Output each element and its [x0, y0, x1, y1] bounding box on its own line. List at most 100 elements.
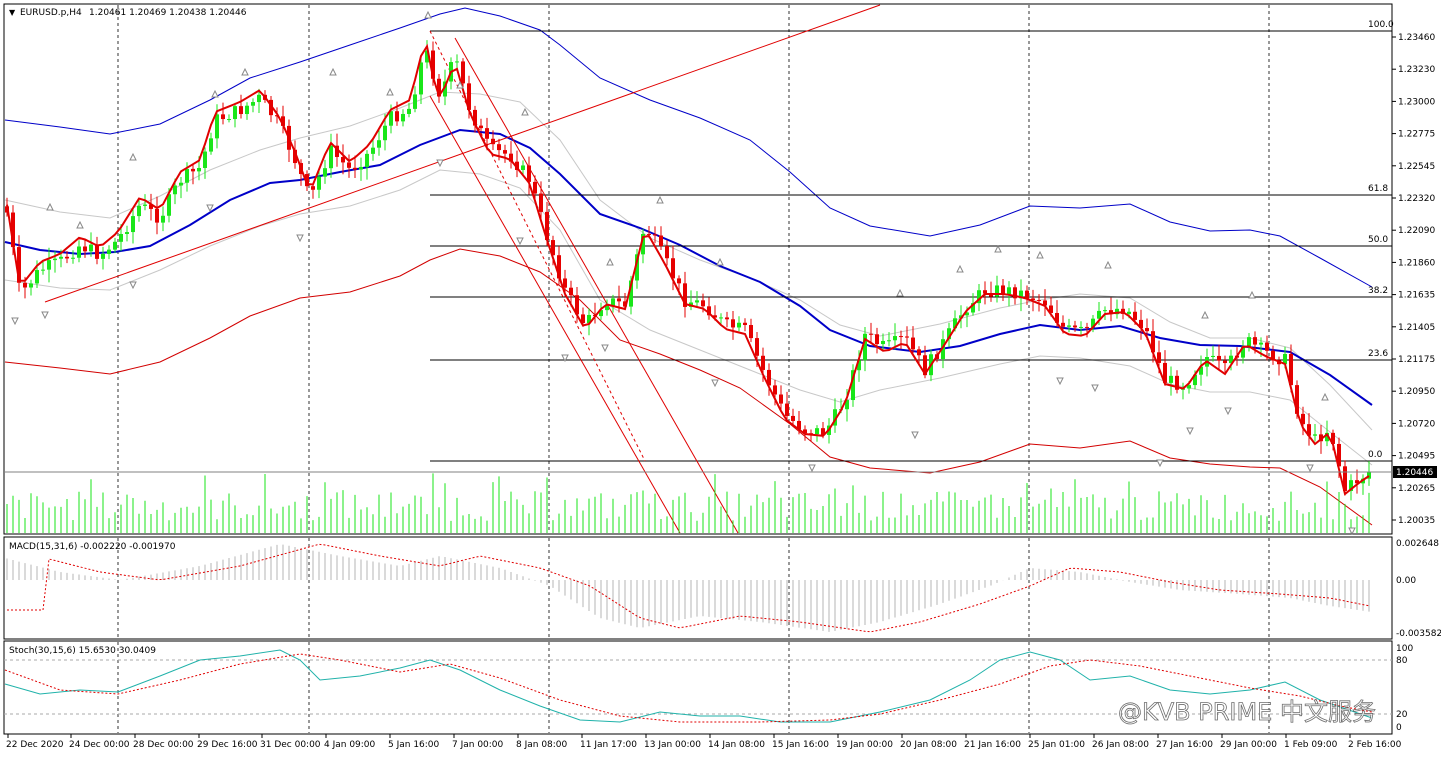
- candle-body: [239, 106, 243, 115]
- candle-body: [857, 360, 861, 371]
- candle-body: [1325, 432, 1329, 442]
- fractal-up-icon: [656, 195, 664, 204]
- candle-body: [419, 62, 423, 95]
- candle-body: [197, 167, 201, 172]
- stoch-axis-100: 100: [1396, 644, 1413, 654]
- fractal-up-icon: [896, 288, 904, 297]
- time-label: 31 Dec 00:00: [260, 740, 321, 750]
- candle-body: [863, 333, 867, 361]
- candle-body: [341, 156, 345, 163]
- candle-body: [905, 336, 909, 338]
- price-label: 1.23230: [1398, 65, 1435, 75]
- candle-body: [983, 290, 987, 294]
- time-label: 29 Jan 00:00: [1220, 740, 1277, 750]
- fractal-up-icon: [241, 67, 249, 76]
- candle-body: [755, 338, 759, 356]
- candle-body: [1367, 472, 1371, 479]
- candle-body: [785, 403, 789, 416]
- dropdown-arrow-icon[interactable]: ▼: [9, 8, 16, 17]
- time-label: 20 Jan 08:00: [900, 740, 957, 750]
- candle-body: [605, 305, 609, 311]
- candle-body: [1007, 287, 1011, 295]
- candle-body: [1265, 342, 1269, 351]
- time-label: 22 Dec 2020: [6, 740, 64, 750]
- candle-body: [1283, 353, 1287, 365]
- candle-body: [89, 244, 93, 252]
- macd-signal-line: [7, 543, 1370, 633]
- candle-body: [623, 301, 627, 307]
- candle-body: [359, 166, 363, 170]
- candle-body: [1109, 310, 1113, 315]
- candle-body: [41, 269, 45, 271]
- candle-body: [413, 94, 417, 109]
- candle-body: [53, 258, 57, 261]
- candle-body: [1289, 353, 1293, 386]
- channel-line-lower: [429, 95, 681, 534]
- macd-title: MACD(15,31,6) -0.002220 -0.001970: [9, 542, 176, 552]
- fractal-up-icon: [329, 67, 337, 76]
- candle-body: [551, 240, 555, 256]
- fractal-up-icon: [521, 107, 529, 116]
- candle-body: [521, 165, 525, 170]
- macd-pane[interactable]: [3, 536, 1393, 640]
- candle-body: [737, 322, 741, 328]
- fractal-down-icon: [11, 317, 19, 326]
- candle-body: [1079, 326, 1083, 328]
- candle-body: [221, 114, 225, 120]
- time-label: 28 Dec 00:00: [133, 740, 194, 750]
- fib-level-label: 61.8: [1368, 184, 1388, 194]
- candle-body: [539, 193, 543, 212]
- fractal-up-icon: [606, 257, 614, 266]
- candle-body: [1301, 413, 1305, 425]
- candle-body: [743, 322, 747, 326]
- price-label: 1.20950: [1398, 387, 1435, 397]
- candle-body: [947, 328, 951, 340]
- candle-body: [653, 234, 657, 236]
- candle-body: [395, 111, 399, 122]
- candle-body: [1001, 285, 1005, 295]
- macd-indicator: [6, 543, 1370, 633]
- fractal-down-icon: [1224, 407, 1232, 416]
- candle-body: [815, 428, 819, 435]
- candle-body: [269, 99, 273, 116]
- fractal-down-icon: [911, 431, 919, 440]
- fractal-up-icon: [1248, 290, 1256, 299]
- fractal-down-icon: [1186, 427, 1194, 436]
- stochastic-indicator: [4, 649, 1373, 723]
- fractal-up-icon: [456, 80, 464, 89]
- candle-body: [1019, 290, 1023, 299]
- stoch-d-line: [4, 653, 1373, 723]
- candle-body: [563, 278, 567, 288]
- candle-body: [1031, 298, 1035, 301]
- candle-body: [311, 186, 315, 190]
- candle-body: [137, 205, 141, 217]
- candle-body: [647, 233, 651, 235]
- fractal-up-icon: [424, 10, 432, 19]
- candle-body: [59, 256, 63, 259]
- candle-body: [989, 293, 993, 297]
- candle-body: [719, 317, 723, 319]
- channel-line-upper: [454, 37, 739, 534]
- fractal-down-icon: [41, 311, 49, 320]
- time-label: 29 Dec 16:00: [197, 740, 258, 750]
- candle-body: [389, 111, 393, 126]
- candle-body: [95, 244, 99, 259]
- candle-body: [1343, 466, 1347, 491]
- price-label: 1.20265: [1398, 484, 1435, 494]
- price-pane[interactable]: [3, 3, 1393, 535]
- price-label: 1.21175: [1398, 355, 1435, 365]
- fractal-down-icon: [1056, 377, 1064, 386]
- candle-body: [779, 394, 783, 404]
- candle-body: [383, 125, 387, 141]
- candle-body: [791, 415, 795, 421]
- macd-axis-bottom: -0.003582: [1396, 629, 1441, 639]
- candle-body: [599, 310, 603, 317]
- candle-body: [545, 211, 549, 241]
- price-label: 1.22775: [1398, 130, 1435, 140]
- candle-body: [1307, 424, 1311, 436]
- candle-body: [233, 106, 237, 120]
- fractal-up-icon: [1321, 392, 1329, 401]
- candle-body: [107, 249, 111, 254]
- candle-body: [509, 153, 513, 162]
